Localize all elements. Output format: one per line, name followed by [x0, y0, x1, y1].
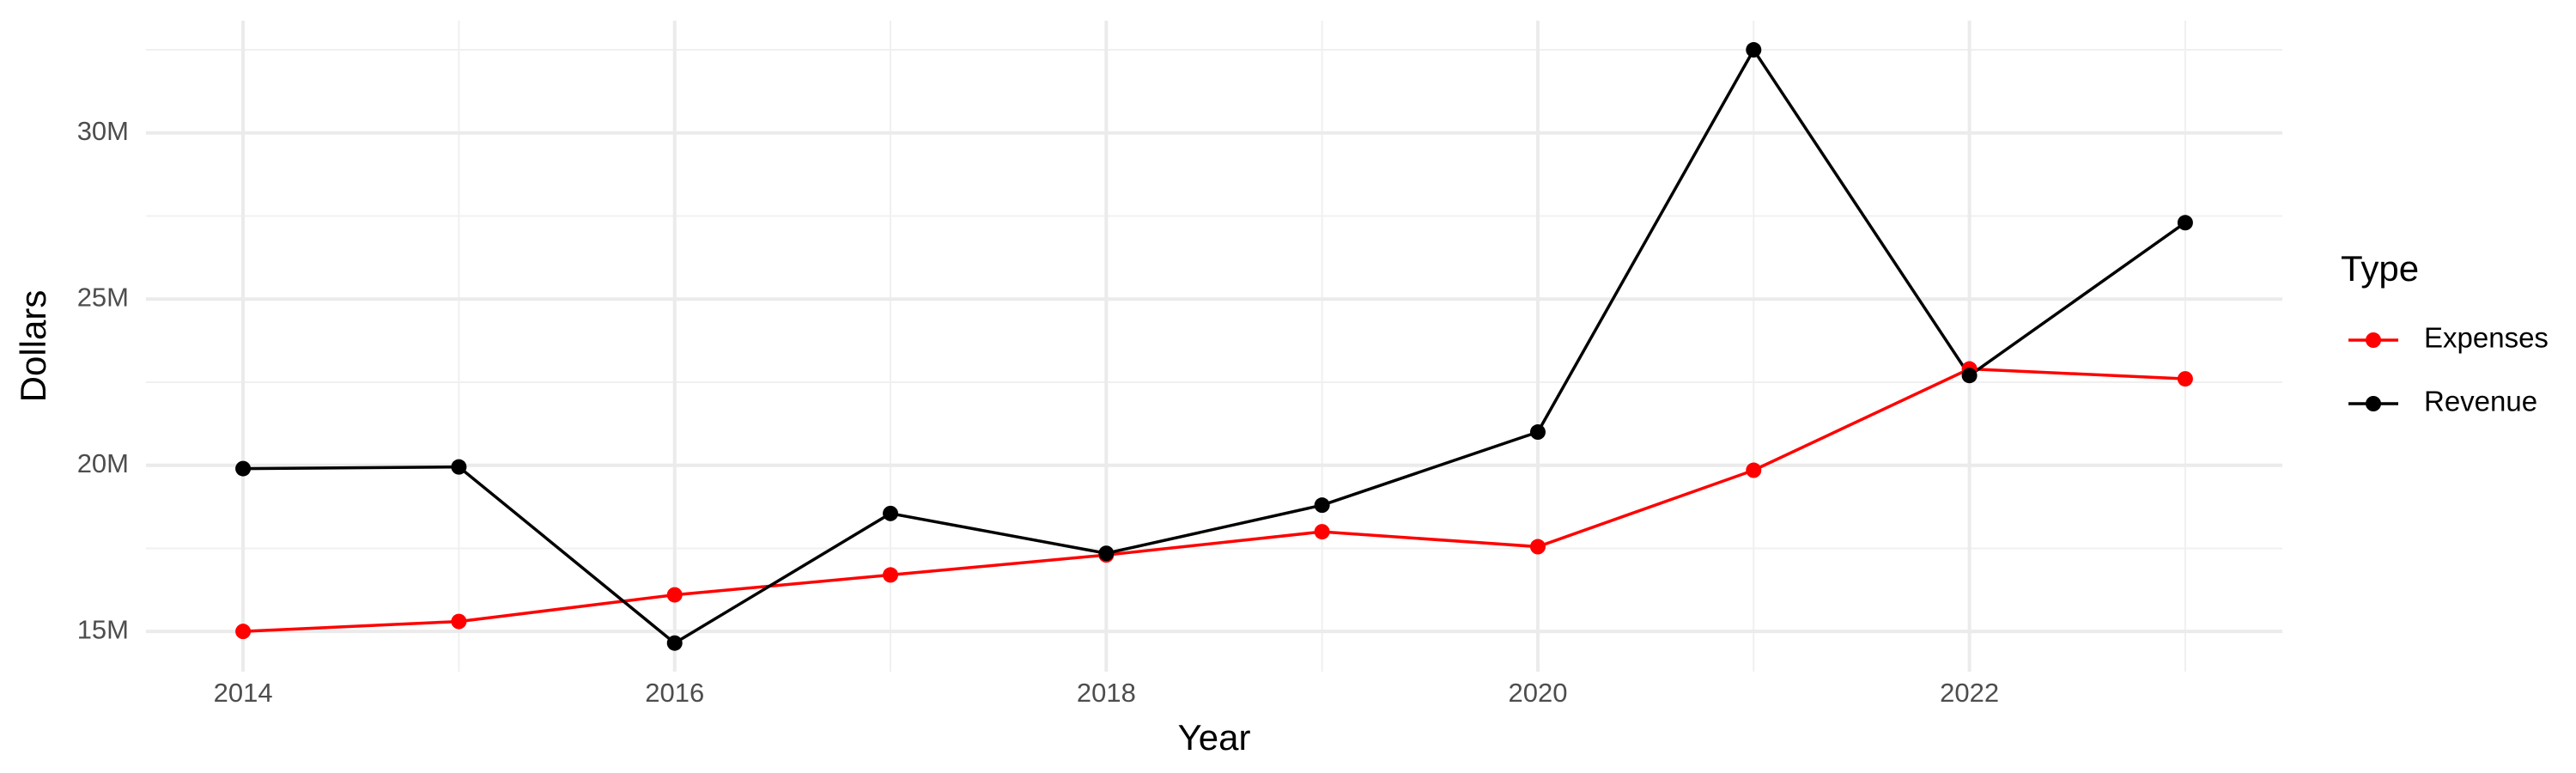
- legend-label: Revenue: [2424, 386, 2537, 417]
- x-tick-label: 2018: [1077, 678, 1136, 708]
- series-line: [243, 367, 2185, 633]
- point: [1746, 462, 1762, 478]
- x-axis-title: Year: [1178, 717, 1251, 758]
- legend-key-point: [2366, 332, 2381, 348]
- point: [666, 587, 683, 603]
- series-line: [243, 46, 2186, 645]
- legend-title: Type: [2341, 248, 2419, 289]
- legend-label: Expenses: [2424, 322, 2549, 354]
- point: [883, 567, 899, 583]
- x-tick-label: 2020: [1508, 678, 1567, 708]
- point: [2177, 215, 2193, 231]
- x-tick-label: 2022: [1940, 678, 1999, 708]
- point: [235, 624, 252, 640]
- point: [1746, 42, 1762, 58]
- y-tick-label: 15M: [77, 614, 129, 644]
- y-axis-title: Dollars: [13, 290, 53, 403]
- point: [451, 613, 467, 630]
- point: [1098, 545, 1115, 562]
- point: [1529, 424, 1546, 441]
- point: [1529, 539, 1546, 555]
- point: [1961, 368, 1978, 384]
- point: [666, 635, 683, 651]
- point: [1314, 524, 1330, 540]
- grid: [146, 21, 2282, 672]
- legend-key-point: [2366, 396, 2381, 411]
- x-tick-label: 2016: [645, 678, 704, 708]
- y-tick-label: 20M: [77, 448, 129, 478]
- y-tick-label: 25M: [77, 282, 129, 312]
- y-tick-label: 30M: [77, 116, 129, 146]
- point: [235, 460, 252, 477]
- point: [451, 459, 467, 475]
- point: [883, 505, 899, 521]
- point: [1314, 497, 1330, 514]
- point: [2177, 371, 2193, 387]
- x-tick-label: 2014: [214, 678, 273, 708]
